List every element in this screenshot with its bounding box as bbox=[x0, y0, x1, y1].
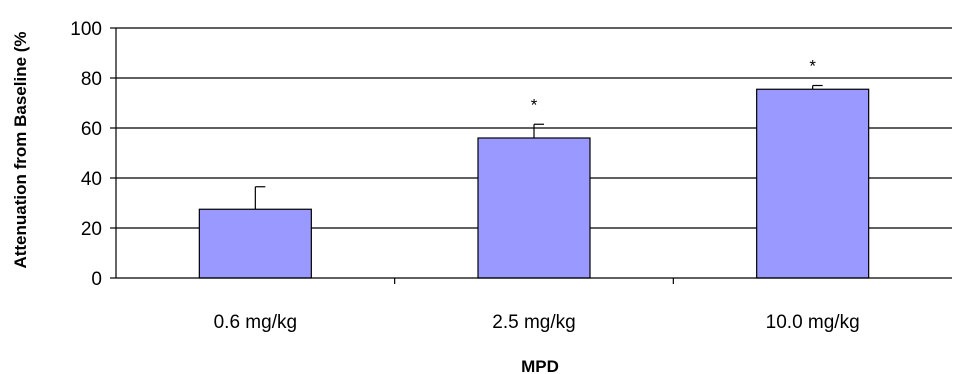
significance-marker-2: * bbox=[809, 57, 816, 76]
y-tick-labels: 0 20 40 60 80 100 bbox=[70, 19, 102, 290]
y-tick-label-20: 20 bbox=[81, 219, 102, 240]
y-tick-label-80: 80 bbox=[81, 69, 102, 90]
x-category-label-2: 10.0 mg/kg bbox=[766, 312, 860, 333]
x-category-label-0: 0.6 mg/kg bbox=[214, 312, 297, 333]
y-tick-label-0: 0 bbox=[91, 269, 102, 290]
y-tick-label-100: 100 bbox=[70, 19, 102, 40]
y-tick-label-60: 60 bbox=[81, 119, 102, 140]
error-bars bbox=[254, 84, 823, 210]
x-axis-title: MPD bbox=[521, 357, 559, 374]
significance-markers: ** bbox=[531, 57, 817, 115]
significance-marker-1: * bbox=[531, 95, 538, 114]
x-category-label-1: 2.5 mg/kg bbox=[492, 312, 575, 333]
bar-1 bbox=[477, 137, 591, 279]
bar-0 bbox=[198, 208, 312, 279]
bars bbox=[198, 88, 870, 279]
y-axis-title: Attenuation from Baseline (% bbox=[11, 31, 30, 268]
y-tick-label-40: 40 bbox=[81, 169, 102, 190]
axes bbox=[110, 27, 952, 284]
x-category-labels: 0.6 mg/kg 2.5 mg/kg 10.0 mg/kg bbox=[214, 312, 860, 333]
bar-2 bbox=[756, 88, 870, 279]
